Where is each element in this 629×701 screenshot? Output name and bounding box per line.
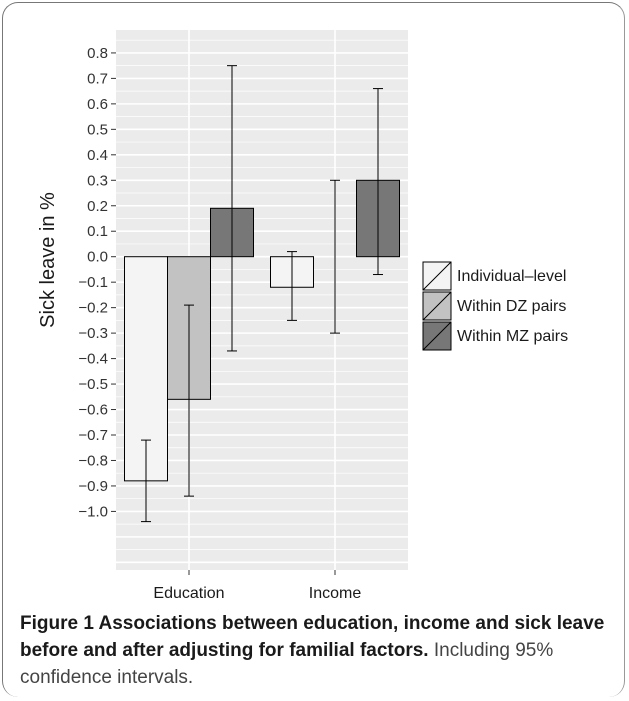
y-tick-label: −0.5 bbox=[78, 376, 108, 393]
y-tick-label: 0.3 bbox=[87, 172, 108, 189]
caption-title: Figure 1 Associations between education,… bbox=[20, 613, 605, 661]
legend-key-slash bbox=[422, 261, 452, 291]
bar-chart: −1.0 −0.9 −0.8 −0.7 −0.6 −0.5 −0.4 −0.3 −0.2 −0.1… bbox=[37, 30, 568, 602]
y-tick-label: −0.8 bbox=[78, 452, 108, 469]
y-tick-label: 0.1 bbox=[87, 223, 108, 240]
legend-label: Within DZ pairs bbox=[457, 298, 566, 315]
y-tick-label: −0.1 bbox=[78, 274, 108, 291]
legend-key-slash bbox=[422, 291, 452, 321]
y-tick-label: 0.6 bbox=[87, 96, 108, 113]
legend-label: Within MZ pairs bbox=[457, 328, 568, 345]
legend-key-slash bbox=[422, 321, 452, 351]
y-tick-label: −0.6 bbox=[78, 402, 108, 419]
y-tick-label: 0.7 bbox=[87, 70, 108, 87]
y-tick-label: 0.0 bbox=[87, 249, 108, 266]
y-tick-label: −0.4 bbox=[78, 351, 108, 368]
y-tick-label: 0.2 bbox=[87, 198, 108, 215]
legend-label: Individual–level bbox=[457, 268, 566, 285]
x-tick-label: Income bbox=[309, 585, 362, 602]
y-tick-label: 0.8 bbox=[87, 45, 108, 62]
y-tick-label: −0.7 bbox=[78, 427, 108, 444]
y-tick-label: −1.0 bbox=[78, 503, 108, 520]
y-tick-label: −0.2 bbox=[78, 300, 108, 317]
figure-caption: Figure 1 Associations between education,… bbox=[20, 610, 610, 691]
y-tick-label: −0.9 bbox=[78, 478, 108, 495]
y-tick-label: 0.5 bbox=[87, 121, 108, 138]
caption-note: Including 95% confidence intervals. bbox=[20, 640, 554, 688]
y-axis-title: Sick leave in % bbox=[37, 192, 59, 328]
y-tick-label: −0.3 bbox=[78, 325, 108, 342]
x-tick-label: Education bbox=[153, 585, 224, 602]
y-tick-label: 0.4 bbox=[87, 147, 108, 164]
